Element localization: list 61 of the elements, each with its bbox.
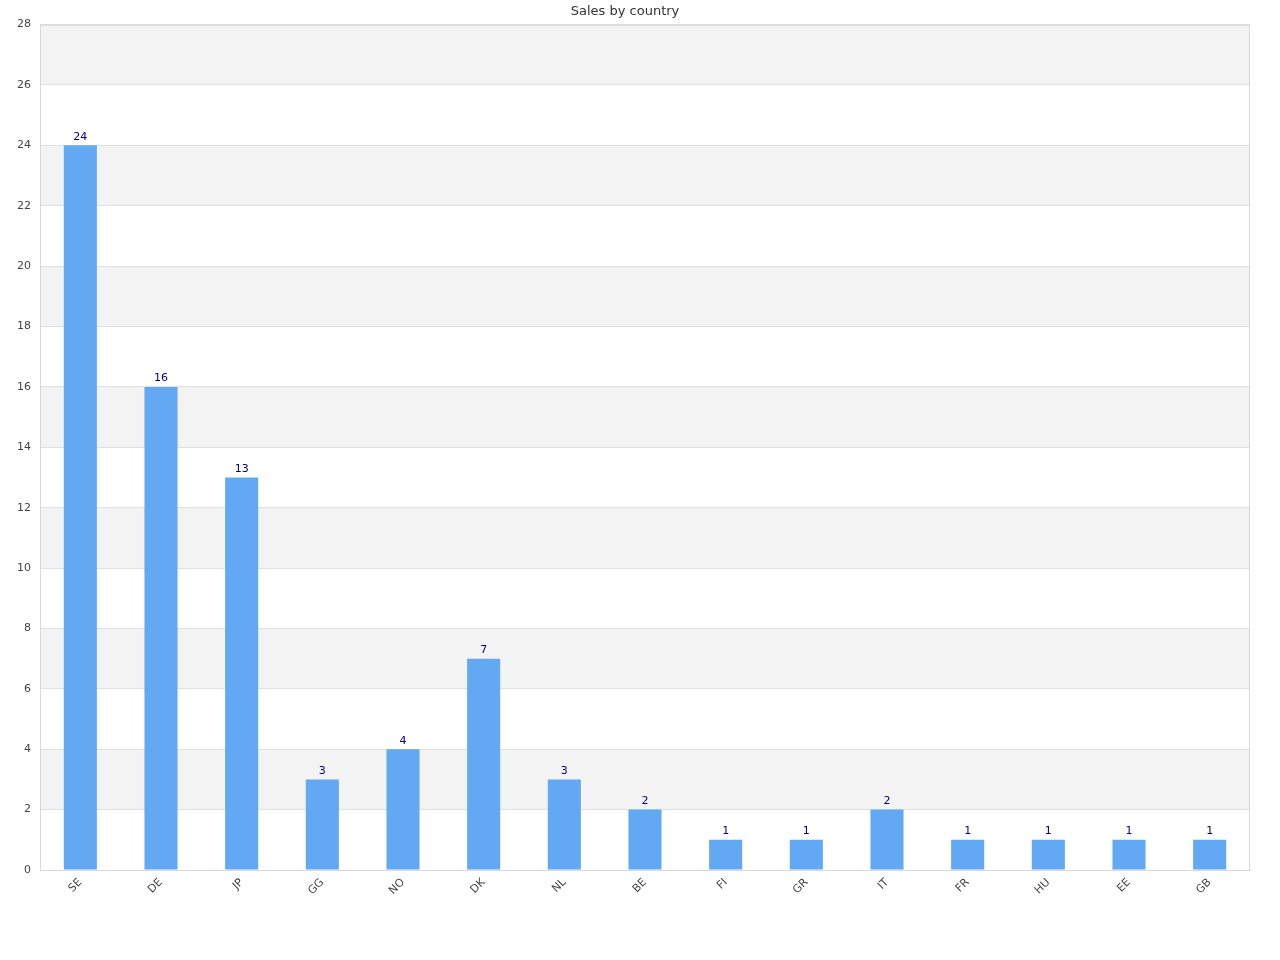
y-tick-label: 26 (17, 77, 31, 91)
bar (144, 386, 178, 870)
x-tick-label: HU (1031, 875, 1053, 897)
bar (386, 749, 420, 870)
y-tick-label: 12 (17, 500, 31, 514)
x-tick-label: GR (789, 875, 811, 897)
data-label: 1 (964, 824, 972, 838)
bar (1112, 839, 1146, 870)
bar (1193, 839, 1227, 870)
x-tick-label: FI (713, 875, 730, 892)
bar (789, 839, 823, 870)
y-tick-label: 0 (24, 862, 31, 876)
x-tick-label: BE (629, 875, 650, 896)
data-label: 13 (234, 461, 249, 475)
x-tick-label: FR (952, 875, 973, 895)
data-label: 1 (1206, 824, 1214, 838)
y-tick-label: 28 (17, 17, 31, 31)
bar (467, 658, 501, 870)
data-label: 1 (1044, 824, 1052, 838)
bar (63, 145, 97, 870)
y-tick-label: 8 (24, 621, 31, 635)
data-label: 16 (154, 371, 168, 385)
y-tick-label: 20 (17, 259, 31, 272)
data-label: 3 (318, 763, 326, 777)
x-tick-label: EE (1114, 875, 1134, 895)
x-tick-label: NL (549, 875, 570, 895)
y-tick-label: 2 (24, 802, 31, 816)
x-tick-label: SE (65, 875, 85, 895)
y-tick-label: 22 (17, 198, 31, 212)
x-tick-label: IT (874, 875, 892, 892)
y-tick-label: 4 (24, 742, 31, 756)
x-tick-label: GG (305, 875, 327, 897)
bar (870, 809, 904, 870)
data-label: 4 (399, 733, 407, 747)
y-tick-label: 24 (17, 138, 31, 152)
data-label: 1 (1125, 824, 1133, 838)
bar (305, 779, 339, 870)
x-tick-label: JP (228, 875, 247, 893)
data-label: 1 (802, 824, 810, 838)
data-label: 7 (480, 643, 488, 657)
bar (709, 839, 743, 870)
x-tick-label: NO (386, 875, 408, 897)
y-tick-label: 10 (17, 560, 31, 574)
data-label: 2 (641, 793, 649, 807)
data-label: 1 (722, 824, 730, 838)
x-tick-label: DE (145, 875, 166, 896)
bar (951, 839, 985, 870)
x-tick-label: GB (1193, 875, 1214, 897)
bar (547, 779, 581, 870)
y-tick-label: 16 (17, 379, 31, 393)
x-tick-label: DK (467, 875, 489, 896)
data-label: 2 (883, 793, 891, 807)
data-label: 24 (73, 129, 88, 143)
bar (1031, 839, 1065, 870)
data-label: 3 (560, 763, 568, 777)
y-tick-label: 18 (17, 319, 31, 333)
chart-title: Sales by country (570, 3, 680, 19)
bar (628, 809, 662, 870)
y-tick-label: 14 (17, 440, 31, 454)
bar (225, 477, 259, 870)
y-tick-label: 6 (24, 681, 31, 695)
